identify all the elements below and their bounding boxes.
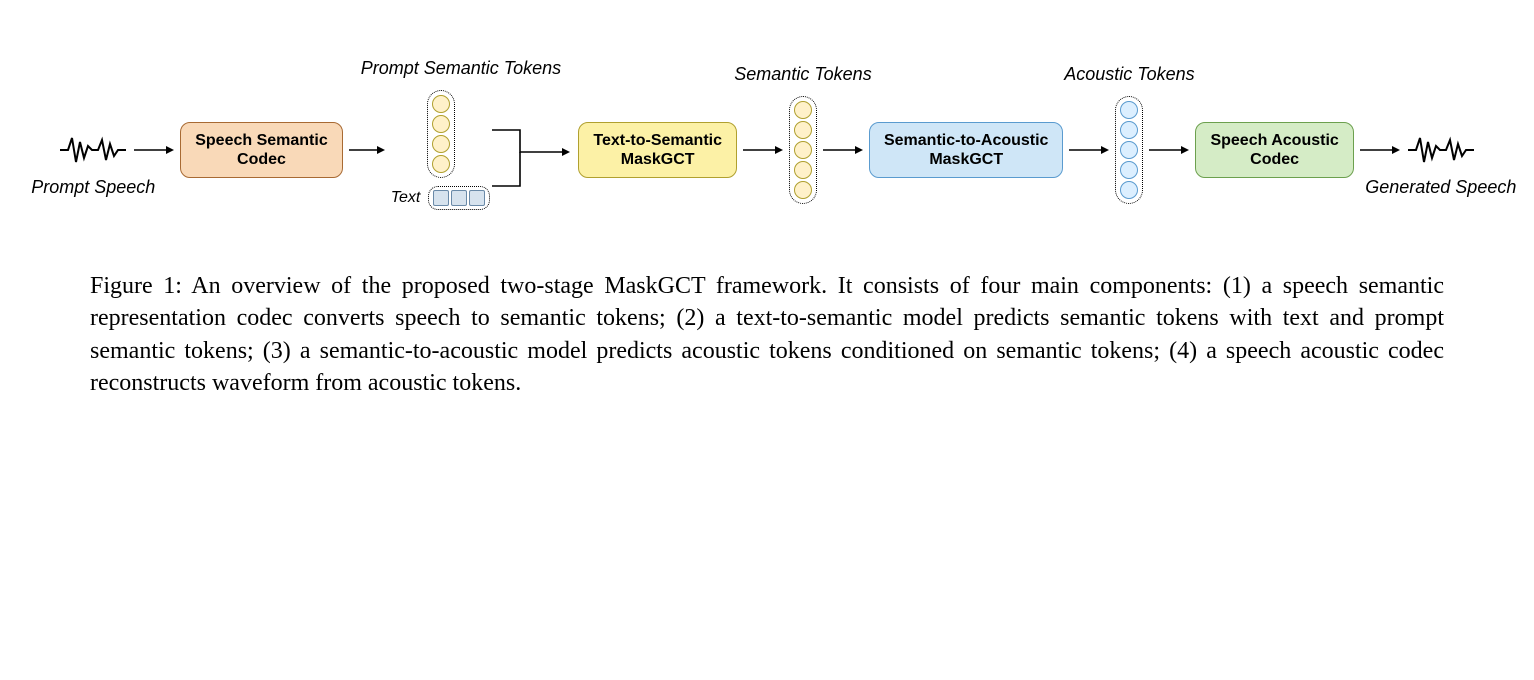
text-tokens [428,186,490,210]
waveform-icon [1406,130,1476,170]
token-circle-icon [432,135,450,153]
block-line2: Codec [1250,151,1299,168]
token-circle-icon [794,181,812,199]
token-square-icon [433,190,449,206]
block-line2: MaskGCT [929,151,1003,168]
elbow-arrow-icon [496,100,572,200]
prompt-speech-group: Prompt Speech [58,130,128,170]
prompt-speech-label: Prompt Speech [31,177,155,198]
text-tokens-group: Text [391,186,491,210]
token-square-icon [451,190,467,206]
arrow-icon [743,144,783,156]
acoustic-tokens-label: Acoustic Tokens [1064,64,1194,85]
token-circle-icon [1120,121,1138,139]
text-to-semantic-block: Text-to-Semantic MaskGCT [578,122,737,178]
token-circle-icon [1120,161,1138,179]
speech-acoustic-codec-block: Speech Acoustic Codec [1195,122,1353,178]
token-circle-icon [1120,101,1138,119]
speech-semantic-codec-block: Speech Semantic Codec [180,122,343,178]
token-circle-icon [1120,181,1138,199]
arrow-icon [349,144,385,156]
generated-speech-label: Generated Speech [1365,177,1516,198]
prompt-semantic-group: Prompt Semantic Tokens Text [391,90,491,210]
acoustic-tokens-group: Acoustic Tokens [1115,96,1143,204]
text-label: Text [391,189,421,207]
token-square-icon [469,190,485,206]
generated-speech-group: Generated Speech [1406,130,1476,170]
semantic-tokens-label: Semantic Tokens [734,64,871,85]
semantic-tokens [789,96,817,204]
token-circle-icon [432,95,450,113]
semantic-to-acoustic-block: Semantic-to-Acoustic MaskGCT [869,122,1063,178]
block-line2: MaskGCT [621,151,695,168]
token-circle-icon [1120,141,1138,159]
waveform-icon [58,130,128,170]
block-line1: Speech Semantic [195,132,328,149]
arrow-icon [1149,144,1189,156]
token-circle-icon [432,155,450,173]
token-circle-icon [794,101,812,119]
token-circle-icon [794,121,812,139]
pipeline-diagram: Prompt Speech Speech Semantic Codec Prom… [90,90,1444,210]
token-circle-icon [794,141,812,159]
block-line1: Semantic-to-Acoustic [884,132,1048,149]
prompt-semantic-tokens [427,90,455,178]
token-circle-icon [432,115,450,133]
prompt-semantic-tokens-label: Prompt Semantic Tokens [361,58,561,79]
arrow-icon [134,144,174,156]
block-line2: Codec [237,151,286,168]
arrow-icon [823,144,863,156]
acoustic-tokens [1115,96,1143,204]
block-line1: Text-to-Semantic [593,132,722,149]
figure-caption: Figure 1: An overview of the proposed tw… [90,270,1444,400]
arrow-icon [1069,144,1109,156]
semantic-tokens-group: Semantic Tokens [789,96,817,204]
arrow-icon [1360,144,1400,156]
block-line1: Speech Acoustic [1210,132,1338,149]
token-circle-icon [794,161,812,179]
